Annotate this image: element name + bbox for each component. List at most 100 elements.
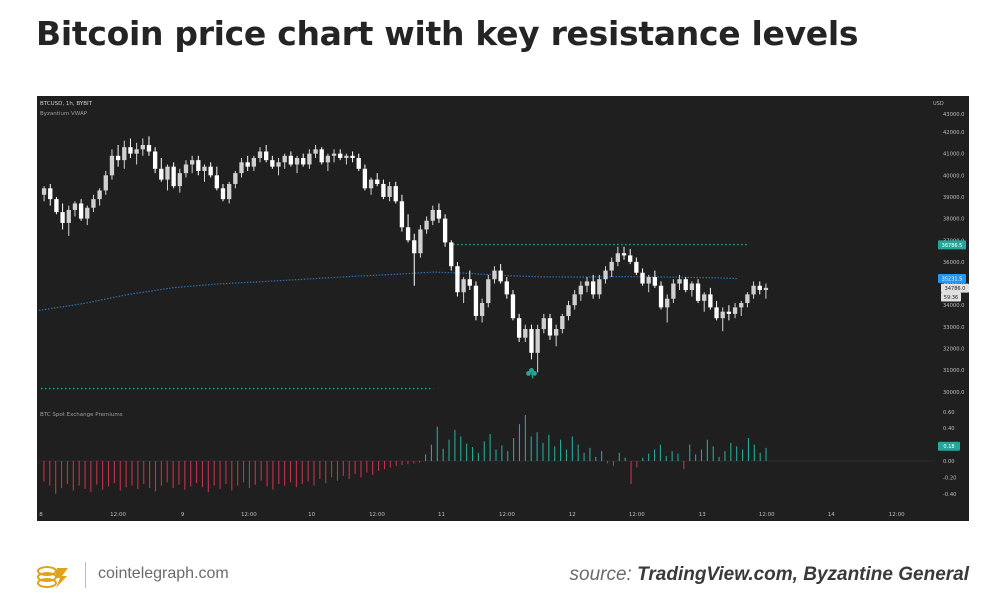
indicator-tick-label: 0.00 (943, 459, 955, 465)
candle-body (128, 147, 133, 154)
candle-body (381, 183, 386, 197)
candle-body (301, 157, 306, 165)
indicator-tick-label: -0.20 (943, 475, 956, 481)
price-tag (941, 292, 961, 302)
candle-body (412, 240, 417, 254)
candle (387, 181, 392, 202)
candle-body (85, 207, 90, 219)
candle-body (578, 285, 583, 295)
candle (455, 261, 460, 297)
candle-body (399, 201, 405, 228)
candle (91, 194, 96, 213)
vwap-line (38, 271, 738, 311)
candle (603, 266, 608, 284)
candle (78, 199, 84, 221)
candle-body (325, 155, 331, 163)
clover-leaf (526, 370, 531, 376)
candle (257, 147, 263, 163)
candle (418, 225, 423, 258)
candle-body (48, 188, 53, 200)
candle-body (442, 218, 448, 243)
candle-body (671, 283, 676, 299)
candle (115, 144, 121, 167)
candle-body (387, 186, 392, 197)
candle-body (294, 157, 300, 165)
candle (152, 147, 158, 174)
candle (665, 294, 670, 323)
candle-body (115, 155, 121, 161)
candle (140, 138, 145, 156)
candle (560, 313, 565, 334)
footer-source-prefix: source: (569, 564, 632, 585)
candle (683, 277, 688, 293)
footer-source: source: TradingView.com, Byzantine Gener… (570, 564, 969, 586)
candle-body (677, 279, 682, 284)
cointelegraph-logo-icon[interactable] (36, 562, 70, 595)
candle (109, 149, 115, 180)
candle (177, 168, 182, 193)
candle (282, 153, 287, 169)
time-tick-label: 12:00 (629, 512, 645, 518)
candle (578, 281, 583, 301)
candle (609, 257, 614, 278)
candle-body (535, 329, 540, 353)
candle (54, 196, 59, 215)
candle-body (695, 283, 701, 301)
candle (350, 151, 355, 163)
candle-body (646, 277, 651, 284)
candle-body (720, 311, 725, 319)
candle-body (338, 153, 343, 158)
candle (702, 292, 707, 312)
candle-body (473, 285, 479, 317)
candle-body (479, 303, 485, 317)
time-tick-label: 12:00 (241, 512, 257, 518)
price-tick-label: 32000.0 (943, 347, 964, 353)
candle-body (751, 285, 756, 295)
indicator-name-label: Byzantium VWAP (40, 111, 88, 117)
candle-body (245, 162, 250, 167)
indicator-tick-label: 0.60 (943, 410, 955, 416)
price-tick-label: 40000.0 (943, 173, 964, 179)
candle-body (628, 255, 633, 262)
candle (239, 157, 244, 178)
candle (171, 162, 176, 189)
candle-body (177, 173, 182, 187)
candle-body (560, 316, 565, 330)
price-tick-label: 39000.0 (943, 195, 964, 201)
candle (134, 142, 139, 165)
indicator-tag (938, 441, 960, 451)
candle (233, 170, 238, 189)
candle-body (572, 294, 577, 306)
candle-body (640, 272, 645, 284)
candle-body (714, 307, 719, 319)
candle-body (566, 305, 571, 317)
candle-body (683, 279, 688, 291)
candle (541, 313, 546, 334)
clover-leaf (529, 367, 534, 373)
candle-body (146, 144, 152, 152)
footer-site-link[interactable]: cointelegraph.com (98, 565, 229, 582)
candle-body (393, 186, 398, 202)
candle (338, 149, 343, 161)
candle (510, 290, 516, 321)
candle-body (288, 155, 294, 165)
candle-body (152, 151, 158, 169)
candle (529, 324, 534, 360)
candle (368, 177, 374, 195)
candle (745, 292, 750, 308)
candle (41, 186, 47, 202)
candle-body (72, 203, 78, 210)
candle-body (609, 261, 614, 271)
candle-body (436, 209, 442, 219)
candle (251, 155, 257, 171)
candle-body (547, 318, 553, 336)
price-tick-label: 33000.0 (943, 325, 964, 331)
time-tick-label: 11 (438, 512, 445, 518)
candle (535, 324, 540, 373)
candle (640, 268, 645, 286)
candle (523, 324, 528, 343)
price-tick-label: 30000.0 (943, 390, 964, 396)
candle-body (375, 179, 380, 184)
candle (122, 140, 127, 169)
price-tick-label: 34000.0 (943, 303, 964, 309)
